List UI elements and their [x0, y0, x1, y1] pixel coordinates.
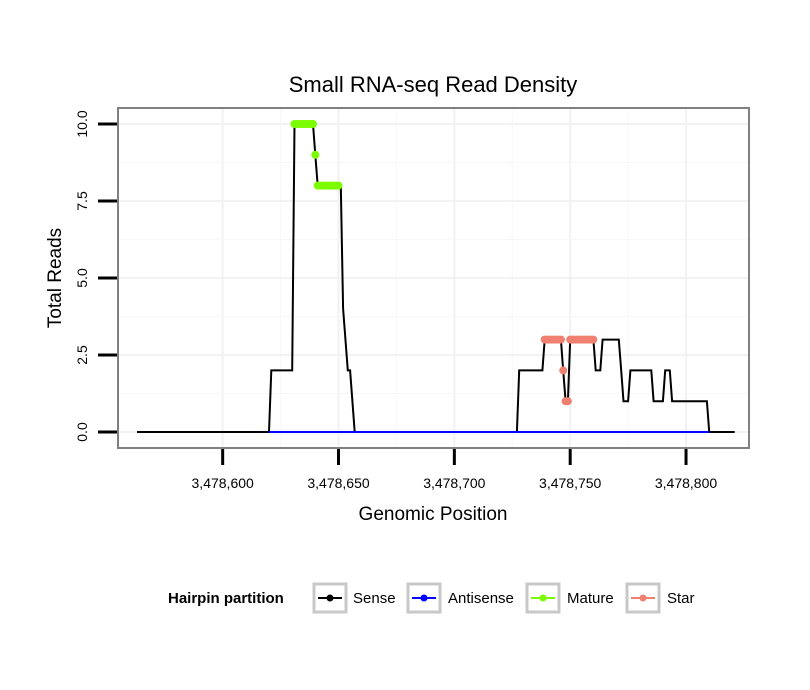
legend-label-mature: Mature	[567, 590, 614, 607]
legend-dot-sense	[326, 594, 334, 602]
legend-dot-mature	[539, 594, 547, 602]
chart-title: Small RNA-seq Read Density	[289, 72, 578, 97]
y-tick-label: 2.5	[74, 345, 90, 365]
y-tick-label: 5.0	[74, 268, 90, 288]
legend: Hairpin partition Sense Antisense Mature St…	[168, 582, 695, 614]
legend-dot-star	[639, 594, 647, 602]
legend-label-antisense: Antisense	[448, 590, 514, 607]
y-tick-label: 0.0	[74, 422, 90, 442]
x-tick-label: 3,478,650	[307, 475, 369, 491]
y-tick-label: 10.0	[74, 110, 90, 137]
legend-label-sense: Sense	[353, 590, 396, 607]
x-tick-label: 3,478,750	[539, 475, 601, 491]
legend-label-star: Star	[667, 590, 695, 607]
legend-dot-antisense	[420, 594, 428, 602]
series-layer	[137, 120, 735, 433]
x-axis-title: Genomic Position	[359, 504, 508, 525]
series-point-star	[563, 397, 572, 406]
series-point-star	[559, 366, 568, 375]
series-point-star	[589, 335, 598, 344]
series-point-mature	[309, 120, 318, 128]
x-tick-label: 3,478,700	[423, 475, 485, 491]
legend-title: Hairpin partition	[168, 590, 284, 607]
axes: 3,478,600 3,478,650 3,478,700 3,478,750 3,47…	[74, 110, 717, 491]
y-axis-title: Total Reads	[45, 228, 66, 328]
series-point-mature	[311, 150, 320, 159]
series-point-mature	[334, 181, 343, 190]
series-point-star	[556, 335, 565, 344]
x-tick-label: 3,478,600	[192, 475, 254, 491]
y-tick-label: 7.5	[74, 191, 90, 211]
x-tick-label: 3,478,800	[655, 475, 717, 491]
